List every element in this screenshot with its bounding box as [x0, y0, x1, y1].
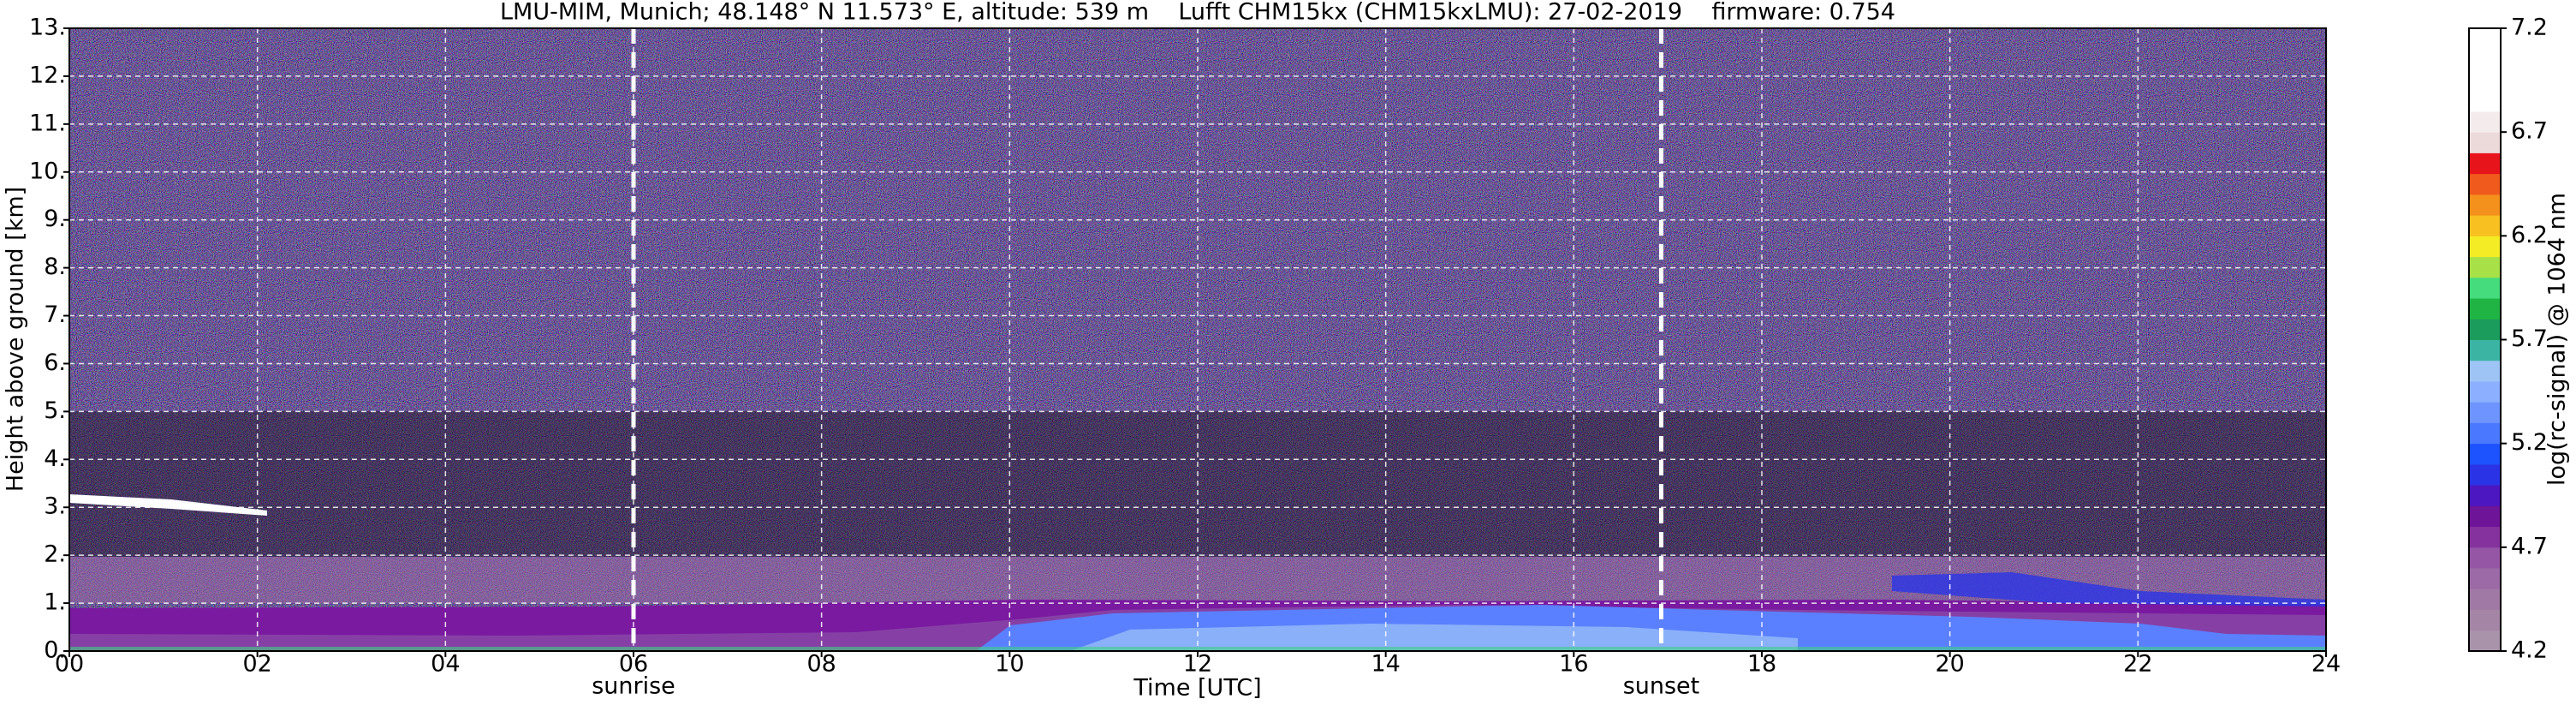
colorbar-segment — [2469, 236, 2501, 258]
colorbar-segment — [2469, 609, 2501, 631]
chart-title: LMU-MIM, Munich; 48.148° N 11.573° E, al… — [500, 0, 1895, 26]
colorbar-segment — [2469, 589, 2501, 611]
y-tick-label: 1. — [44, 589, 66, 616]
colorbar-segment — [2469, 443, 2501, 465]
colorbar-tick-label: 6.7 — [2511, 118, 2548, 145]
colorbar-segment — [2469, 132, 2501, 153]
y-tick-label: 5. — [44, 397, 66, 424]
annotation-label: sunrise — [592, 673, 675, 700]
y-tick-label: 2. — [44, 541, 66, 568]
y-tick-label: 13. — [29, 15, 66, 41]
x-tick-label: 14 — [1371, 651, 1400, 678]
x-tick-label: 02 — [242, 651, 271, 678]
colorbar-segment — [2469, 69, 2501, 92]
y-tick-label: 7. — [44, 302, 66, 328]
colorbar-tick-label: 5.2 — [2511, 429, 2548, 456]
x-tick-label: 04 — [431, 651, 460, 678]
colorbar-segment — [2469, 194, 2501, 216]
colorbar-segment — [2469, 90, 2501, 112]
y-tick-label: 8. — [44, 254, 66, 280]
colorbar-tick-label: 6.2 — [2511, 222, 2548, 248]
colorbar-segment — [2469, 173, 2501, 195]
colorbar-label: log(rc-signal) @ 1064 nm — [2544, 193, 2571, 486]
colorbar-segment — [2469, 277, 2501, 299]
colorbar-tick-label: 4.2 — [2511, 637, 2548, 664]
heatmap-aerosol — [1070, 624, 1798, 651]
x-tick-label: 24 — [2311, 651, 2341, 678]
colorbar-segment — [2469, 319, 2501, 340]
colorbar-segment — [2469, 547, 2501, 569]
heatmap-surface — [69, 647, 2326, 651]
colorbar-segment — [2469, 152, 2501, 175]
colorbar-segment — [2469, 463, 2501, 486]
y-axis-label: Height above ground [km] — [3, 187, 29, 492]
colorbar-segment — [2469, 380, 2501, 403]
heatmap-aerosol-layer — [1892, 572, 2326, 606]
colorbar-segment — [2469, 339, 2501, 361]
colorbar-tick-label: 5.7 — [2511, 326, 2548, 352]
colorbar-segment — [2469, 485, 2501, 506]
colorbar-segment — [2469, 526, 2501, 548]
x-tick-label: 00 — [55, 651, 84, 678]
x-axis-label: Time [UTC] — [1133, 675, 1261, 702]
x-tick-label: 18 — [1747, 651, 1776, 678]
y-tick-label: 9. — [44, 206, 66, 232]
colorbar-segment — [2469, 256, 2501, 278]
colorbar-segment — [2469, 49, 2501, 70]
heatmap-cloud — [69, 494, 267, 516]
colorbar-segment — [2469, 360, 2501, 382]
x-tick-label: 06 — [619, 651, 648, 678]
y-tick-label: 11. — [29, 110, 66, 136]
colorbar-segment — [2469, 505, 2501, 528]
colorbar-tick-label: 4.7 — [2511, 533, 2548, 559]
y-tick-label: 3. — [44, 493, 66, 520]
y-tick-label: 0. — [44, 637, 66, 664]
colorbar-segment — [2469, 402, 2501, 423]
colorbar-segment — [2469, 568, 2501, 589]
x-tick-label: 20 — [1935, 651, 1964, 678]
x-tick-label: 12 — [1183, 651, 1212, 678]
y-tick-label: 6. — [44, 350, 66, 376]
colorbar-segment — [2469, 111, 2501, 133]
colorbar-segment — [2469, 215, 2501, 236]
colorbar-segment — [2469, 298, 2501, 320]
colorbar-tick-label: 7.2 — [2511, 15, 2548, 41]
colorbar-segment — [2469, 422, 2501, 445]
y-tick-label: 10. — [29, 158, 66, 184]
x-tick-label: 16 — [1559, 651, 1588, 678]
x-tick-label: 08 — [806, 651, 836, 678]
colorbar-segment — [2469, 28, 2501, 50]
colorbar-segment — [2469, 630, 2501, 652]
annotation-label: sunset — [1623, 673, 1700, 700]
y-tick-label: 4. — [44, 445, 66, 472]
x-tick-label: 10 — [995, 651, 1024, 678]
y-tick-label: 12. — [29, 62, 66, 88]
x-tick-label: 22 — [2123, 651, 2152, 678]
